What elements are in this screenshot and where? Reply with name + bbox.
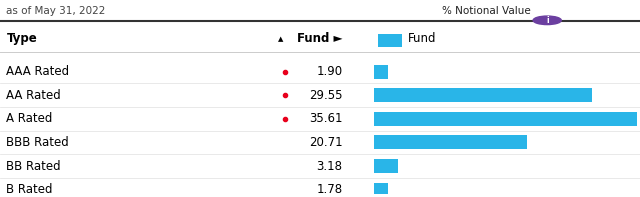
Text: AA Rated: AA Rated <box>6 89 61 102</box>
FancyBboxPatch shape <box>374 65 388 79</box>
FancyBboxPatch shape <box>374 112 637 126</box>
Text: % Notional Value: % Notional Value <box>442 6 531 16</box>
Text: A Rated: A Rated <box>6 112 52 125</box>
FancyBboxPatch shape <box>374 136 527 149</box>
Text: BBB Rated: BBB Rated <box>6 136 69 149</box>
Text: 29.55: 29.55 <box>309 89 342 102</box>
Text: Fund: Fund <box>408 32 437 45</box>
Text: 1.78: 1.78 <box>316 183 342 196</box>
FancyBboxPatch shape <box>374 88 592 102</box>
Text: 35.61: 35.61 <box>309 112 342 125</box>
Text: ▲: ▲ <box>278 36 284 42</box>
FancyBboxPatch shape <box>378 34 402 47</box>
Text: AAA Rated: AAA Rated <box>6 65 70 78</box>
FancyBboxPatch shape <box>374 183 387 197</box>
Circle shape <box>533 16 561 25</box>
Text: as of May 31, 2022: as of May 31, 2022 <box>6 6 106 16</box>
Text: 1.90: 1.90 <box>316 65 342 78</box>
Text: BB Rated: BB Rated <box>6 160 61 173</box>
Text: B Rated: B Rated <box>6 183 53 196</box>
Text: 3.18: 3.18 <box>316 160 342 173</box>
FancyBboxPatch shape <box>374 159 398 173</box>
Text: 20.71: 20.71 <box>308 136 342 149</box>
Text: Type: Type <box>6 32 37 45</box>
Text: i: i <box>546 16 548 25</box>
Text: Fund ►: Fund ► <box>297 32 342 45</box>
